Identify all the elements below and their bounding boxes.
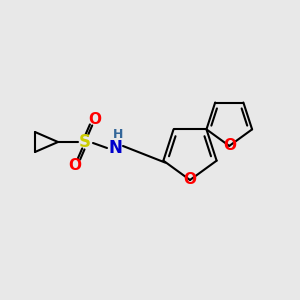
- Text: O: O: [184, 172, 196, 188]
- Text: O: O: [68, 158, 82, 172]
- Text: O: O: [88, 112, 101, 127]
- Text: S: S: [79, 133, 91, 151]
- Text: H: H: [113, 128, 123, 140]
- Text: N: N: [108, 139, 122, 157]
- Text: O: O: [223, 138, 236, 153]
